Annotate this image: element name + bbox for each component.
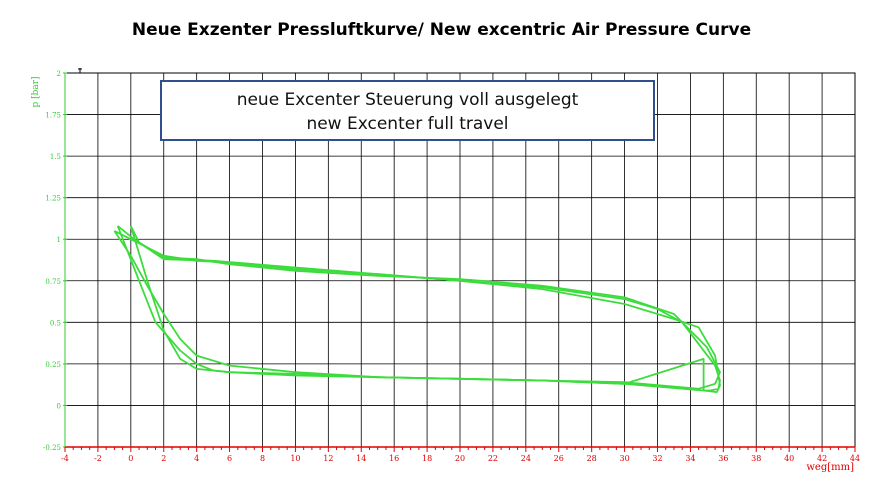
series-line-2	[116, 225, 721, 394]
y-tick-label: 0.75	[45, 278, 61, 286]
x-tick-label: 22	[488, 454, 498, 463]
y-tick-label: 0.25	[45, 361, 61, 369]
x-tick-label: 14	[356, 454, 366, 463]
x-tick-label: -4	[61, 454, 69, 463]
chart-title: Neue Exzenter Pressluftkurve/ New excent…	[131, 20, 752, 40]
y-tick-label: 1.25	[45, 195, 61, 203]
y-tick-label: 1.5	[50, 153, 61, 161]
cursor-marker	[78, 68, 82, 73]
y-tick-label: 1.75	[45, 112, 61, 120]
y-tick-label: 2	[57, 70, 61, 78]
annotation-box: neue Excenter Steuerung voll ausgelegt n…	[160, 80, 655, 141]
x-tick-label: 24	[521, 454, 531, 463]
x-tick-label: -2	[94, 454, 102, 463]
series-group	[113, 225, 721, 394]
y-tick-label: 0.5	[50, 319, 61, 327]
x-tick-label: 28	[587, 454, 597, 463]
x-tick-label: 16	[389, 454, 399, 463]
y-tick-label: 1	[57, 236, 61, 244]
x-axis-label: weg[mm]	[806, 462, 854, 473]
x-tick-label: 4	[194, 454, 199, 463]
y-tick-label: -0.25	[43, 444, 61, 452]
x-tick-label: 0	[128, 454, 133, 463]
annotation-line-2: new Excenter full travel	[306, 114, 509, 134]
x-tick-label: 40	[784, 454, 794, 463]
axes: -4 -2 0 2 4 6 8 10 12 14 16 18 20 22 24 26 28 30 32 34 36 38 4…	[43, 70, 860, 463]
x-tick-label: 44	[850, 454, 860, 463]
x-tick-label: 42	[817, 454, 827, 463]
x-tick-label: 38	[751, 454, 761, 463]
x-tick-label: 34	[685, 454, 695, 463]
x-tick-label: 32	[652, 454, 662, 463]
x-tick-label: 8	[260, 454, 265, 463]
x-tick-label: 26	[554, 454, 564, 463]
x-tick-label: 6	[227, 454, 232, 463]
x-tick-label: 2	[161, 454, 166, 463]
x-tick-label: 30	[619, 454, 629, 463]
series-line-3	[129, 225, 721, 390]
x-tick-label: 18	[422, 454, 432, 463]
y-tick-label: 0	[57, 402, 61, 410]
annotation-line-1: neue Excenter Steuerung voll ausgelegt	[236, 90, 579, 110]
y-axis-label: p [bar]	[31, 76, 41, 107]
x-tick-label: 20	[455, 454, 465, 463]
x-tick-label: 10	[290, 454, 300, 463]
x-tick-label: 12	[323, 454, 333, 463]
x-tick-label: 36	[718, 454, 728, 463]
